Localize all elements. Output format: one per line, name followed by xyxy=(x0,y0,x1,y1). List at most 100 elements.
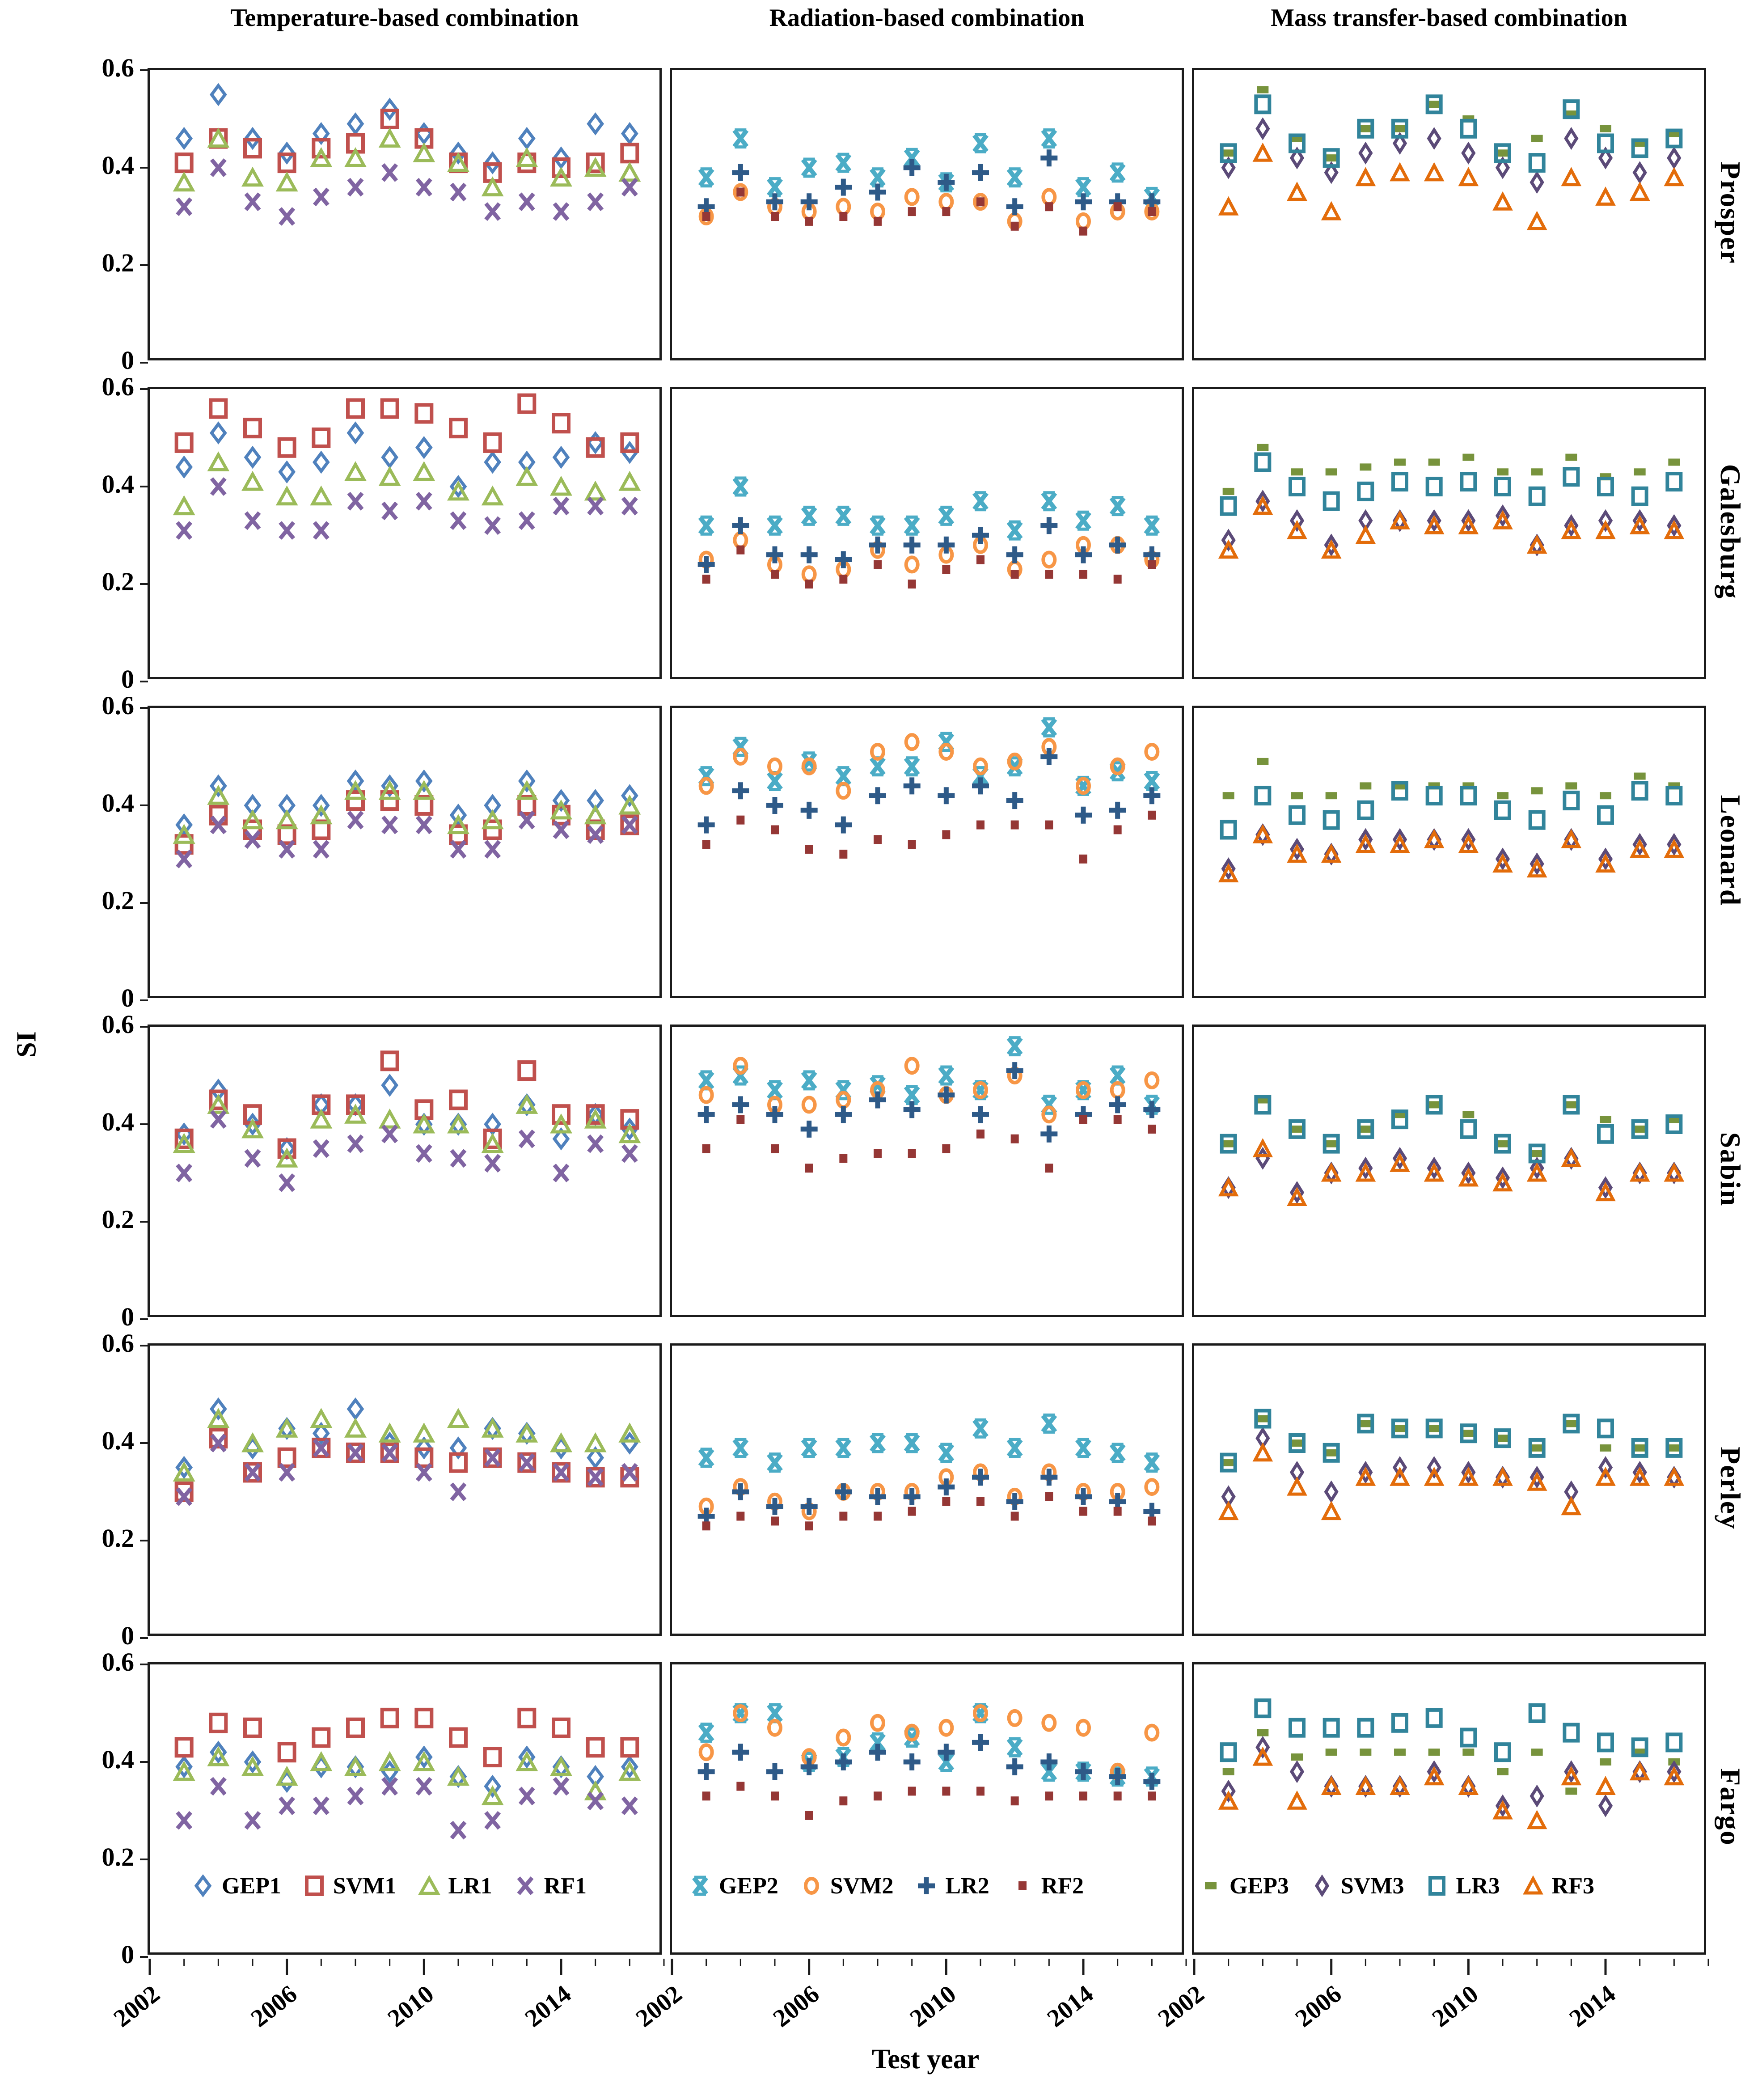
series-GEP2 xyxy=(698,128,1160,207)
site-label-perley: Perley xyxy=(1715,1446,1746,1530)
panel-perley-col2 xyxy=(670,1343,1184,1636)
legend-item-RF1: RF1 xyxy=(513,1871,587,1900)
series-RF3 xyxy=(1218,495,1685,559)
series-LR2 xyxy=(697,748,1161,834)
series-SVM2 xyxy=(698,1704,1160,1781)
legend-item-GEP2: GEP2 xyxy=(688,1871,778,1900)
panel-sabin-col2 xyxy=(670,1025,1184,1317)
legend-label: GEP2 xyxy=(719,1873,778,1899)
column-title-temperature: Temperature-based combination xyxy=(230,4,579,32)
series-SVM1 xyxy=(174,393,639,458)
series-RF2 xyxy=(702,1782,1156,1820)
legend-label: SVM3 xyxy=(1340,1873,1404,1899)
x-tick-label: 2006 xyxy=(1290,1980,1347,2033)
series-LR2 xyxy=(697,517,1161,573)
legend-item-LR1: LR1 xyxy=(417,1871,492,1900)
scatter-plot xyxy=(1193,1698,1709,1975)
legend-label: RF1 xyxy=(544,1873,587,1899)
x-tick-label: 2014 xyxy=(1564,1980,1621,2033)
scatter-plot xyxy=(697,717,1161,864)
panel-leonard-col2 xyxy=(670,706,1184,998)
panel-sabin-col3 xyxy=(1192,1025,1706,1317)
x-tick-label: 2002 xyxy=(1153,1980,1210,2033)
y-tick-label: 0.4 xyxy=(101,151,135,180)
y-tick-label: 0.2 xyxy=(101,1205,135,1234)
series-RF2 xyxy=(702,545,1156,589)
panel-galesburg-col1 xyxy=(140,387,662,682)
series-GEP3 xyxy=(1222,1096,1680,1157)
site-label-sabin: Sabin xyxy=(1715,1132,1746,1207)
scatter-plot xyxy=(1218,1409,1685,1520)
x-tick-label: 2014 xyxy=(520,1980,577,2033)
y-tick-label: 0.6 xyxy=(101,1010,135,1039)
series-RF1 xyxy=(176,810,638,868)
panel-perley-col1 xyxy=(140,1343,662,1639)
circle-icon xyxy=(803,1877,819,1895)
y-tick-label: 0 xyxy=(121,983,134,1012)
panel-prosper-col2 xyxy=(670,68,1184,360)
series-RF2 xyxy=(702,810,1156,864)
y-tick-label: 0.6 xyxy=(101,1647,135,1677)
series-GEP3 xyxy=(1222,444,1680,495)
column-title-radiation: Radiation-based combination xyxy=(769,4,1085,32)
series-LR3 xyxy=(1220,1095,1683,1164)
scatter-plot xyxy=(671,1703,1187,1975)
y-tick-label: 0 xyxy=(121,1621,134,1650)
series-LR3 xyxy=(1220,452,1683,516)
series-LR1 xyxy=(173,1094,641,1168)
series-LR2 xyxy=(697,1062,1161,1143)
series-LR2 xyxy=(697,1734,1161,1790)
xserif-icon xyxy=(692,1876,708,1896)
x-tick-label: 2010 xyxy=(1427,1980,1484,2033)
scatter-plot xyxy=(697,1413,1161,1531)
scatter-plot xyxy=(697,1036,1161,1173)
series-LR3 xyxy=(1220,1698,1683,1762)
series-RF3 xyxy=(1218,1442,1685,1520)
scatter-plot xyxy=(697,128,1161,236)
series-GEP1 xyxy=(175,769,638,837)
series-RF1 xyxy=(176,158,638,226)
panel-prosper-col3 xyxy=(1192,68,1706,360)
x-tick-label: 2002 xyxy=(108,1980,165,2033)
series-SVM1 xyxy=(174,1050,639,1159)
legend-label: GEP3 xyxy=(1230,1873,1289,1899)
series-SVM2 xyxy=(698,1463,1160,1520)
series-LR3 xyxy=(1220,1409,1683,1473)
x-tick-label: 2006 xyxy=(245,1980,302,2033)
series-RF3 xyxy=(1218,1138,1685,1206)
dash-icon xyxy=(1205,1882,1217,1889)
series-GEP2 xyxy=(698,717,1160,796)
legend-col2: GEP2 SVM2 LR2 RF2 xyxy=(688,1871,1084,1900)
series-LR2 xyxy=(697,149,1161,216)
triangle-icon xyxy=(418,1875,441,1895)
square-icon xyxy=(304,1876,324,1896)
series-GEP2 xyxy=(698,476,1160,541)
y-tick-label: 0 xyxy=(121,1940,134,1969)
series-SVM1 xyxy=(174,1428,639,1502)
y-tick-label: 0.4 xyxy=(101,1107,135,1136)
scatter-plot xyxy=(140,1026,641,1320)
scatter-plot xyxy=(140,1664,665,1975)
scatter-plot xyxy=(1218,86,1685,230)
y-tick-label: 0.6 xyxy=(101,53,135,82)
opentriangle-icon xyxy=(1522,1875,1543,1895)
y-tick-label: 0.4 xyxy=(101,1745,135,1774)
panel-fargo-col1 xyxy=(140,1662,665,1975)
series-GEP2 xyxy=(698,1413,1160,1473)
legend-item-LR3: LR3 xyxy=(1424,1871,1500,1900)
legend-item-GEP3: GEP3 xyxy=(1198,1871,1289,1900)
series-SVM1 xyxy=(174,1707,639,1768)
narrowdiamond-icon xyxy=(1314,1874,1330,1897)
legend-item-GEP1: GEP1 xyxy=(190,1871,281,1900)
column-title-mass: Mass transfer-based combination xyxy=(1271,4,1627,32)
series-SVM3 xyxy=(1221,490,1682,557)
y-tick-label: 0 xyxy=(121,665,134,694)
series-RF2 xyxy=(702,1115,1156,1173)
scatter-plot xyxy=(140,69,641,364)
legend-label: SVM1 xyxy=(333,1873,397,1899)
panel-perley-col3 xyxy=(1192,1343,1706,1636)
legend-item-SVM2: SVM2 xyxy=(799,1871,893,1900)
scatter-plot xyxy=(1218,758,1685,883)
diamond-icon xyxy=(194,1874,212,1897)
y-tick-label: 0 xyxy=(121,1302,134,1331)
